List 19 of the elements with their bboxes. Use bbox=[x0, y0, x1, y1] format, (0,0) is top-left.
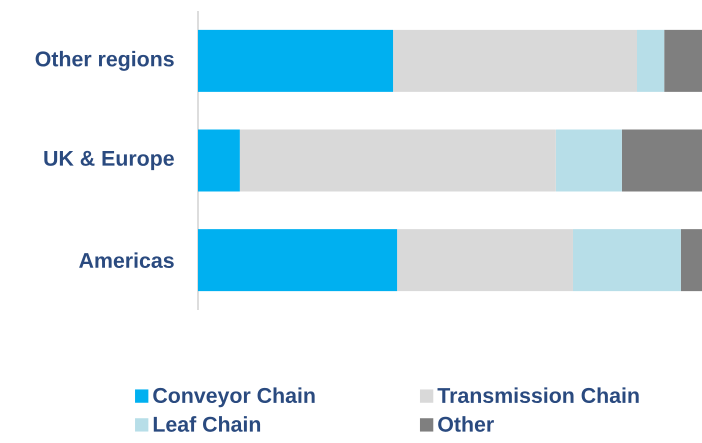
bar bbox=[198, 30, 394, 92]
bar bbox=[556, 130, 622, 192]
legend-label: Conveyor Chain bbox=[153, 387, 315, 408]
bar bbox=[680, 229, 702, 292]
y-tick-label: Americas bbox=[79, 252, 174, 268]
bar bbox=[393, 30, 637, 92]
bar bbox=[240, 130, 556, 192]
y-tick-label: Other regions bbox=[36, 50, 174, 71]
bar bbox=[572, 229, 681, 292]
bar bbox=[622, 130, 702, 192]
bar bbox=[397, 229, 573, 292]
bar bbox=[664, 30, 702, 92]
bar bbox=[198, 229, 398, 292]
legend-label: Other bbox=[438, 416, 494, 432]
legend-label: Transmission Chain bbox=[438, 387, 639, 404]
y-tick-label: UK & Europe bbox=[44, 150, 174, 170]
bar bbox=[198, 130, 240, 192]
legend-label: Leaf Chain bbox=[154, 416, 260, 432]
bar bbox=[636, 30, 664, 92]
